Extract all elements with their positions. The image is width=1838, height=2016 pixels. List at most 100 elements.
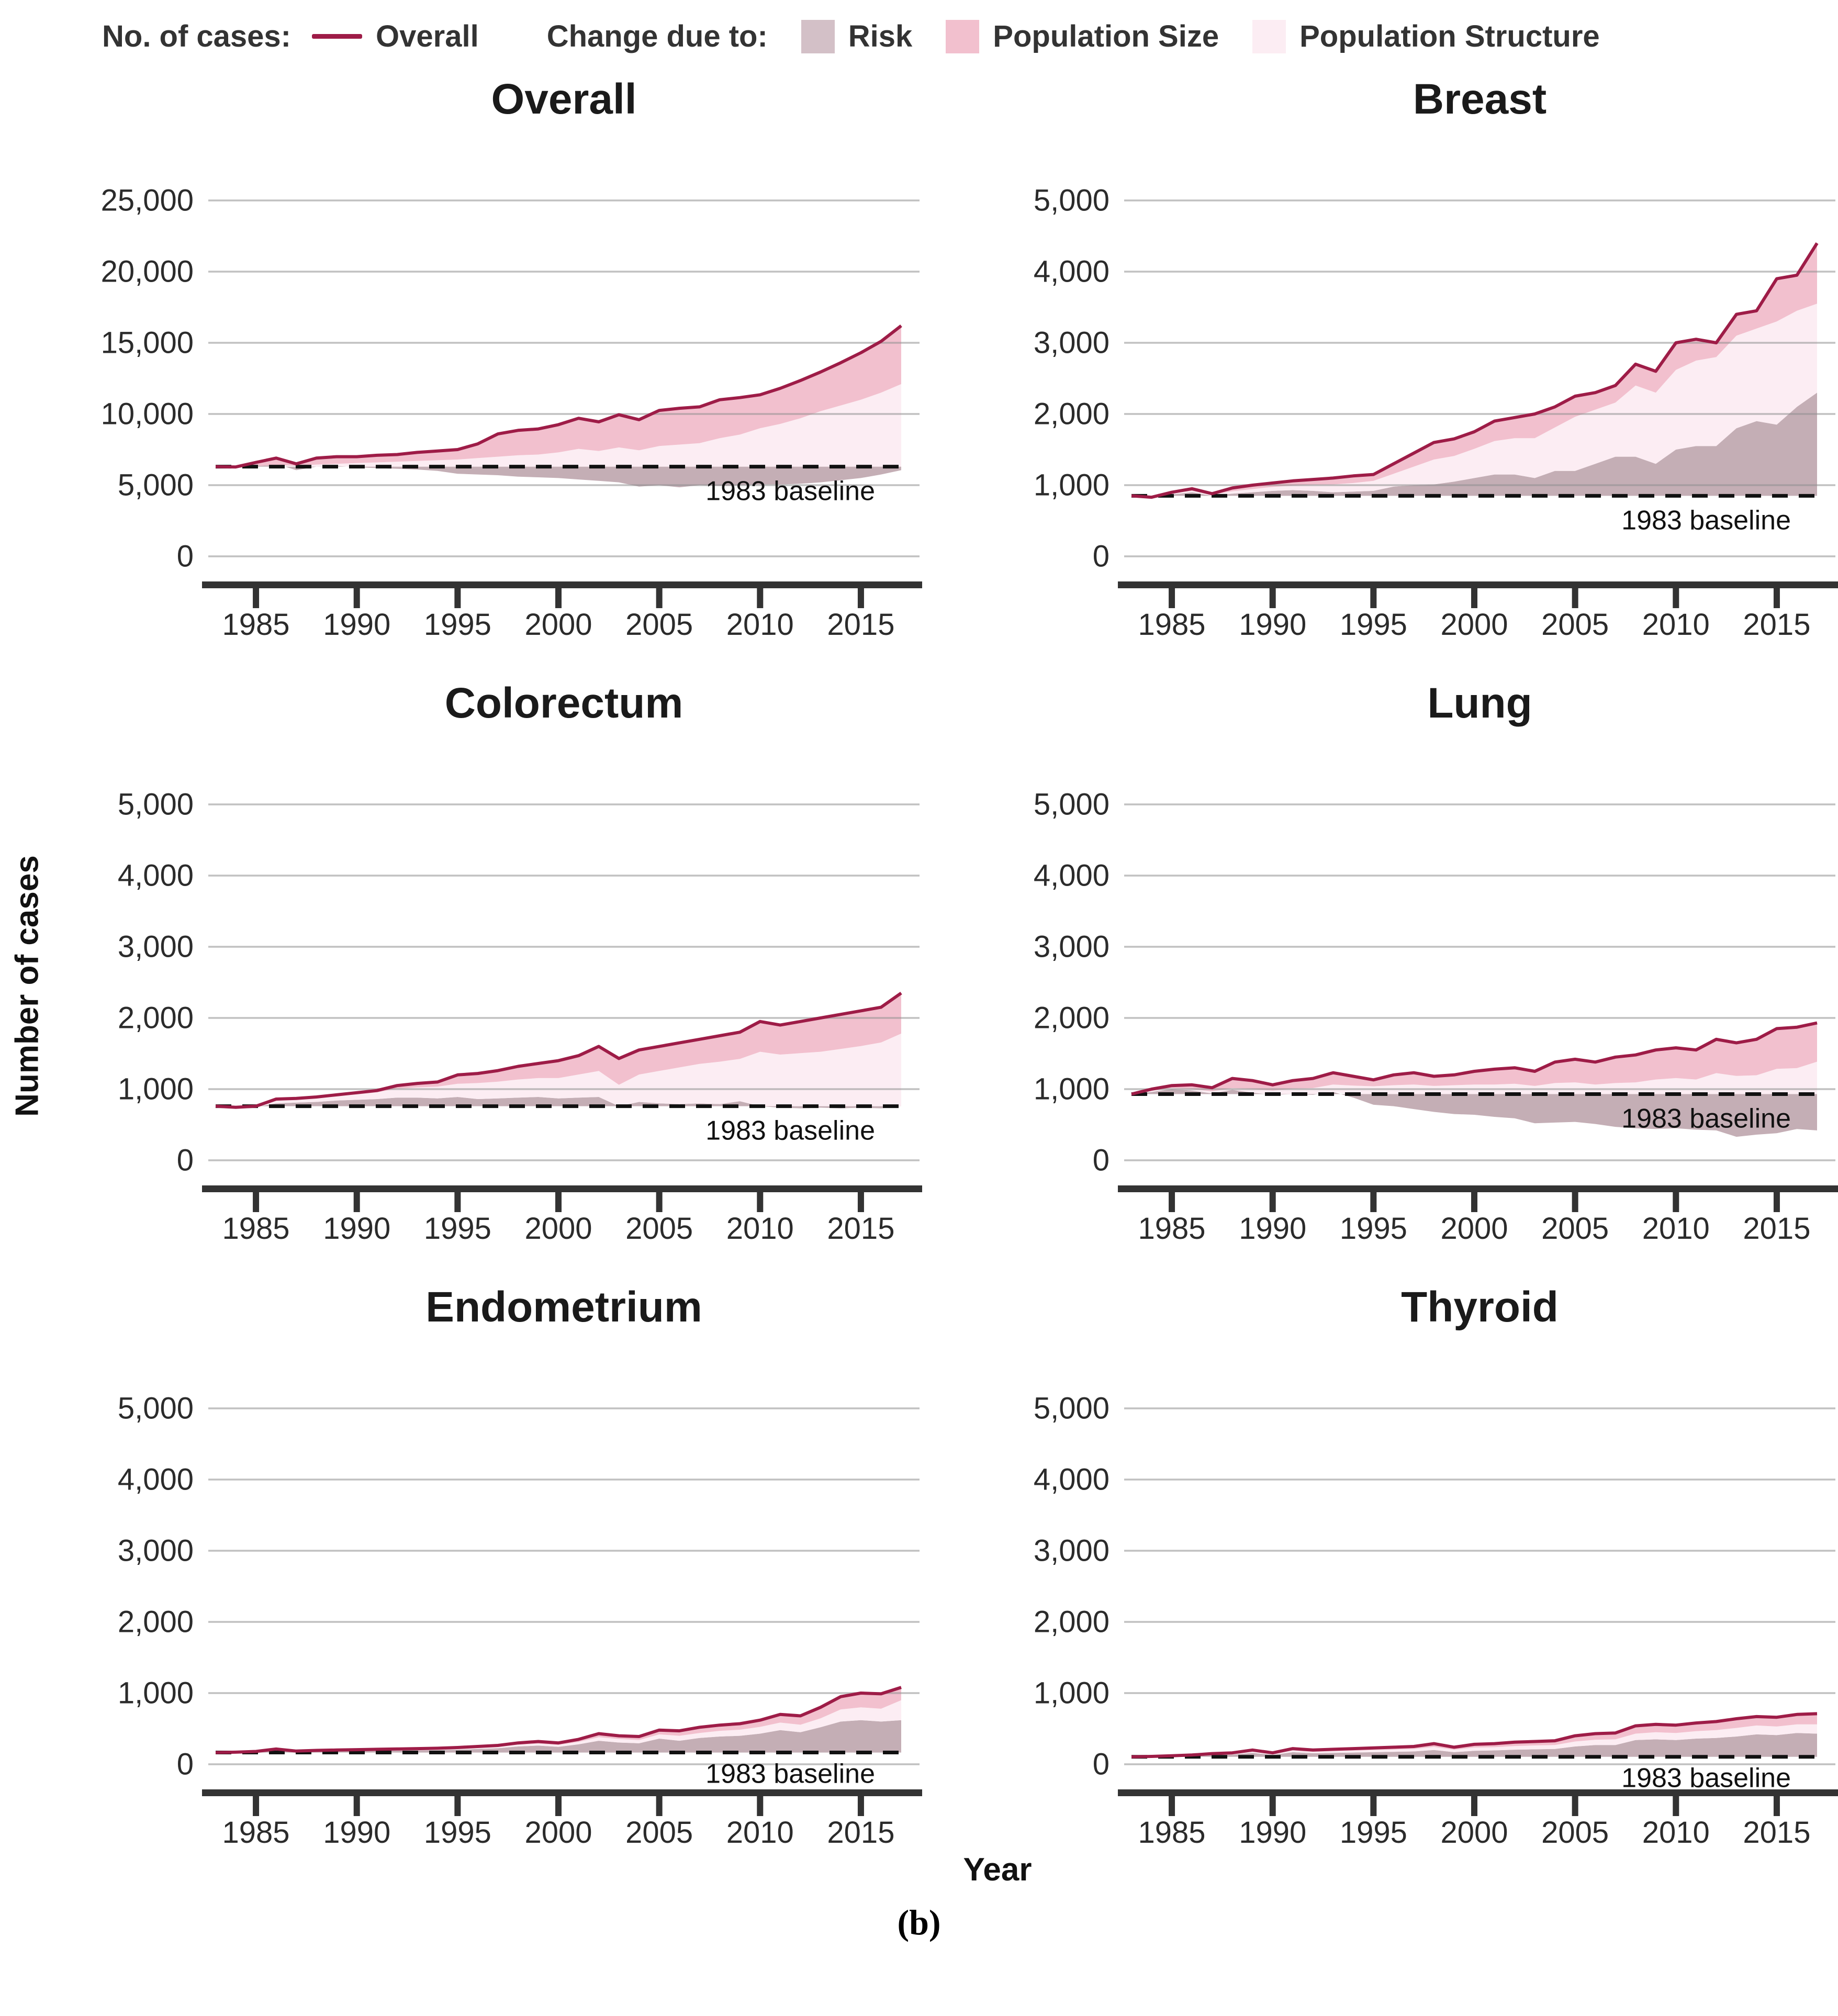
panel-title: Colorectum: [445, 679, 683, 727]
legend-cases-label: No. of cases:: [102, 19, 291, 53]
x-tick: [1673, 1796, 1679, 1816]
x-tick: [1269, 1796, 1276, 1816]
overall-line: [215, 991, 902, 1109]
x-tick-label: 1995: [424, 1816, 491, 1848]
x-tick-label: 1990: [1239, 1212, 1306, 1244]
x-tick: [1169, 1192, 1175, 1212]
y-tick-label: 10,000: [101, 397, 194, 431]
x-axis-line: [202, 581, 922, 588]
x-tick-label: 2005: [1541, 1212, 1609, 1244]
panel-title: Lung: [1427, 679, 1532, 727]
x-tick-label: 1985: [222, 1816, 290, 1848]
baseline-annotation: 1983 baseline: [705, 476, 875, 507]
x-axis-line: [1118, 581, 1838, 588]
x-tick-label: 2000: [524, 1212, 592, 1244]
panel-title: Breast: [1413, 75, 1546, 123]
baseline-annotation: 1983 baseline: [1621, 1104, 1791, 1134]
x-tick-label: 1985: [1138, 1212, 1206, 1244]
x-tick: [1773, 1192, 1780, 1212]
y-tick-label: 20,000: [101, 255, 194, 289]
y-tick-label: 5,000: [118, 468, 194, 502]
x-tick: [353, 588, 360, 608]
breast-chart: 0 1,000 2,000 3,000 4,000 5,000 1985 1990 1995 20…: [1034, 75, 1838, 640]
x-tick-label: 2010: [1642, 1816, 1710, 1848]
legend-population-structure-label: Population Structure: [1299, 19, 1600, 53]
x-tick: [1773, 1796, 1780, 1816]
x-tick-label: 1995: [424, 1212, 491, 1244]
x-tick-label: 2005: [1541, 1816, 1609, 1848]
x-tick: [454, 1192, 461, 1212]
x-tick: [1572, 588, 1578, 608]
risk-area: [1131, 1733, 1817, 1757]
panel-thyroid: 0 1,000 2,000 3,000 4,000 5,000 1985 1990 1995 20…: [974, 1267, 1838, 1848]
x-tick: [253, 1796, 260, 1816]
overall-line: [1131, 242, 1819, 499]
legend: No. of cases: Overall Change due to: Ris…: [102, 19, 1838, 54]
population-size-area: [216, 326, 901, 467]
y-tick-label: 2,000: [1034, 1001, 1109, 1035]
endometrium-chart: 0 1,000 2,000 3,000 4,000 5,000 1985 1990 1995 20…: [118, 1283, 922, 1848]
y-tick-label: 4,000: [1034, 255, 1109, 289]
legend-overall-label: Overall: [376, 19, 479, 53]
colorectum-chart: 0 1,000 2,000 3,000 4,000 5,000 1985 1990 1995 20…: [118, 679, 922, 1244]
x-tick-label: 2000: [1440, 1212, 1508, 1244]
x-tick-label: 1990: [323, 1816, 390, 1848]
risk-area: [1131, 1089, 1817, 1137]
risk-swatch: [801, 19, 835, 53]
y-axis-title: Number of cases: [9, 855, 46, 1117]
population-structure-area: [1131, 304, 1817, 497]
x-tick: [857, 1796, 864, 1816]
x-tick: [1269, 1192, 1276, 1212]
x-tick: [1673, 1192, 1679, 1212]
y-tick-label: 1,000: [118, 1676, 194, 1710]
x-tick: [1773, 588, 1780, 608]
x-tick-label: 2015: [827, 1816, 894, 1848]
y-tick-label: 0: [1093, 1748, 1109, 1782]
x-tick: [1370, 588, 1377, 608]
x-tick: [1169, 1796, 1175, 1816]
panel-colorectum: 0 1,000 2,000 3,000 4,000 5,000 1985 1990 1995 20…: [59, 663, 922, 1244]
x-tick-label: 1990: [1239, 608, 1306, 640]
overall-line: [1131, 1021, 1818, 1096]
overall-line-swatch: [312, 34, 362, 39]
x-tick-label: 2015: [1743, 1816, 1810, 1848]
x-tick-label: 1995: [1340, 1212, 1407, 1244]
x-tick-label: 1985: [222, 1212, 290, 1244]
y-tick-label: 5,000: [1034, 1392, 1109, 1426]
y-tick-label: 0: [177, 1144, 194, 1178]
population-size-area: [1131, 243, 1817, 498]
y-tick-label: 5,000: [118, 788, 194, 822]
panel-lung: 0 1,000 2,000 3,000 4,000 5,000 1985 1990 1995 20…: [974, 663, 1838, 1244]
x-tick: [1370, 1192, 1377, 1212]
y-tick-label: 4,000: [1034, 1463, 1109, 1497]
y-tick-label: 1,000: [118, 1072, 194, 1106]
overall-chart: 0 5,000 10,000 15,000 20,000 25,000 1985 1990 19…: [101, 75, 922, 640]
x-tick: [1673, 588, 1679, 608]
panels-grid: 0 5,000 10,000 15,000 20,000 25,000 1985 1990 19…: [0, 59, 1838, 1848]
x-tick-label: 1985: [1138, 608, 1206, 640]
x-tick-label: 2010: [726, 608, 794, 640]
x-tick: [353, 1796, 360, 1816]
x-tick-label: 2010: [1642, 1212, 1710, 1244]
x-tick: [253, 1192, 260, 1212]
x-tick: [353, 1192, 360, 1212]
x-tick-label: 2015: [1743, 608, 1810, 640]
x-tick-label: 2015: [827, 1212, 894, 1244]
y-tick-label: 1,000: [1034, 468, 1109, 502]
panel-title: Overall: [491, 75, 636, 123]
y-tick-label: 2,000: [118, 1605, 194, 1639]
population-structure-area: [216, 384, 901, 467]
y-tick-label: 0: [1093, 540, 1109, 574]
population-size-area: [1131, 1023, 1817, 1094]
overall-line: [215, 324, 902, 469]
x-tick-label: 2015: [1743, 1212, 1810, 1244]
x-axis-title: Year: [963, 1852, 1032, 1888]
x-tick-label: 2005: [625, 608, 693, 640]
x-tick: [857, 588, 864, 608]
x-tick: [1572, 1192, 1578, 1212]
x-tick-label: 2000: [1440, 1816, 1508, 1848]
panel-title: Endometrium: [425, 1283, 702, 1331]
x-tick-label: 1985: [1138, 1816, 1206, 1848]
y-tick-label: 5,000: [1034, 788, 1109, 822]
baseline-annotation: 1983 baseline: [705, 1116, 875, 1146]
